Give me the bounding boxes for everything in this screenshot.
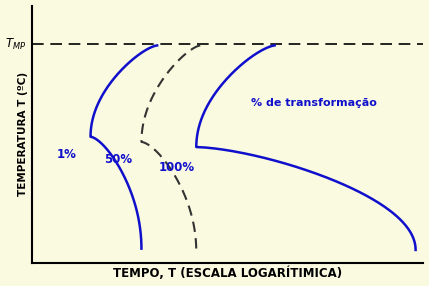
X-axis label: TEMPO, T (ESCALA LOGARÍTIMICA): TEMPO, T (ESCALA LOGARÍTIMICA) xyxy=(113,267,342,281)
Text: 100%: 100% xyxy=(159,161,195,174)
Text: 1%: 1% xyxy=(57,148,77,161)
Text: $T_{MP}$: $T_{MP}$ xyxy=(5,37,26,52)
Text: % de transformação: % de transformação xyxy=(251,98,377,108)
Text: 50%: 50% xyxy=(104,153,132,166)
Y-axis label: TEMPERATURA T (ºC): TEMPERATURA T (ºC) xyxy=(18,72,27,196)
